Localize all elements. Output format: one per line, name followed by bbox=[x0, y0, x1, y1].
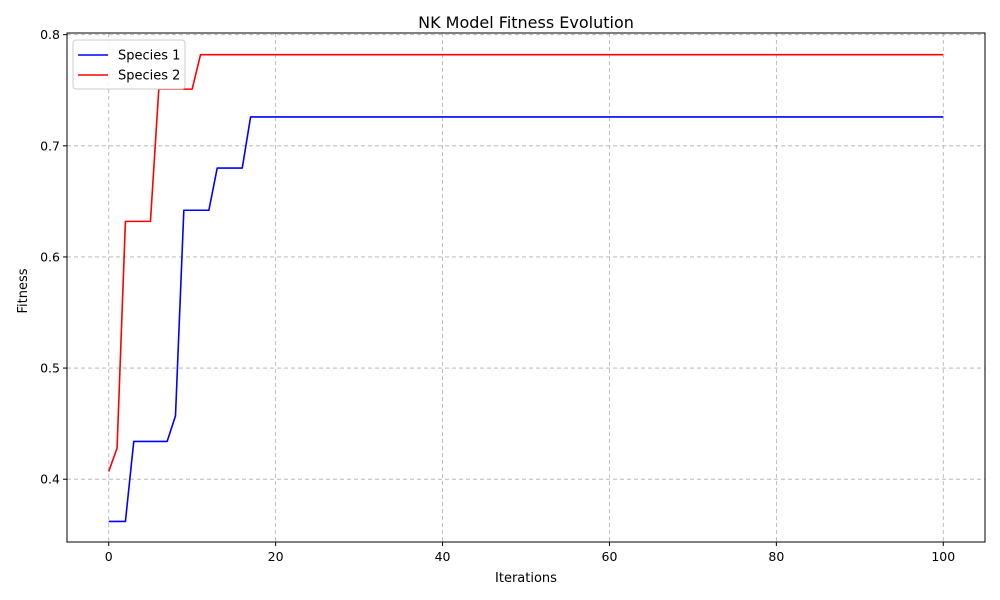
grid bbox=[67, 33, 985, 542]
legend-box bbox=[72, 39, 186, 90]
series-line-1 bbox=[108, 116, 944, 523]
y-axis-label: Fitness bbox=[16, 268, 31, 313]
y-tick-label: 0.4 bbox=[40, 472, 60, 487]
x-tick-label: 40 bbox=[435, 549, 451, 564]
x-tick-label: 100 bbox=[931, 549, 955, 564]
chart-title: NK Model Fitness Evolution bbox=[418, 13, 634, 32]
x-tick-label: 20 bbox=[268, 549, 284, 564]
y-tick-label: 0.8 bbox=[40, 27, 60, 42]
y-tick-label: 0.7 bbox=[40, 138, 60, 153]
y-tick-label: 0.6 bbox=[40, 249, 60, 264]
axis-ticks: 0 20 40 60 80 100 0.4 0.5 0.6 0.7 0.8 bbox=[40, 27, 955, 564]
x-axis-label: Iterations bbox=[495, 571, 557, 586]
x-tick-label: 80 bbox=[768, 549, 784, 564]
x-tick-label: 0 bbox=[105, 549, 113, 564]
legend: Species 1 Species 2 bbox=[72, 39, 186, 90]
y-tick-label: 0.5 bbox=[40, 361, 60, 376]
x-tick-label: 60 bbox=[602, 549, 618, 564]
legend-label-1: Species 1 bbox=[118, 49, 180, 64]
plot-frame bbox=[66, 32, 986, 543]
legend-label-2: Species 2 bbox=[118, 69, 180, 84]
